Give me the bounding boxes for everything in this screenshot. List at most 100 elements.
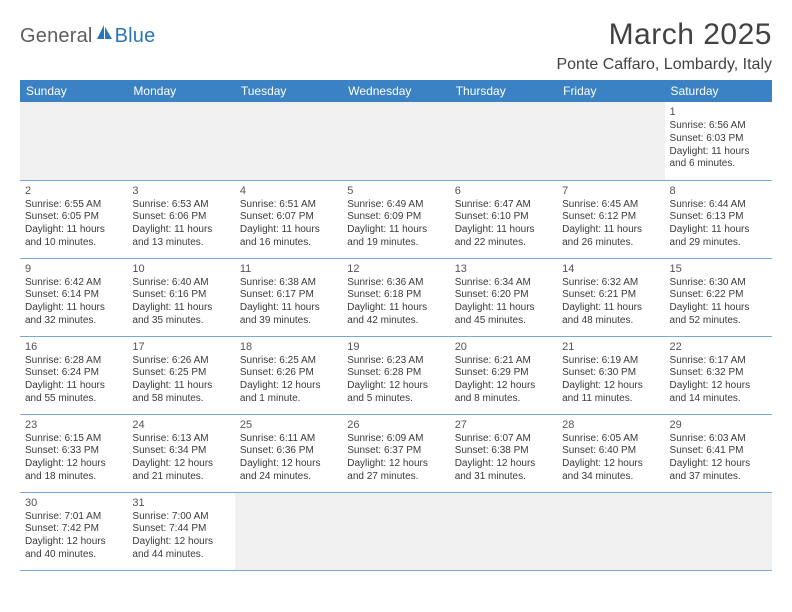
- logo-text-blue: Blue: [115, 25, 156, 48]
- day-detail-line: Sunrise: 6:28 AM: [25, 355, 122, 368]
- day-detail-line: and 19 minutes.: [347, 237, 444, 250]
- calendar-cell: 15Sunrise: 6:30 AMSunset: 6:22 PMDayligh…: [665, 258, 772, 336]
- calendar-cell: 14Sunrise: 6:32 AMSunset: 6:21 PMDayligh…: [557, 258, 664, 336]
- day-detail-line: Daylight: 12 hours: [240, 458, 337, 471]
- day-number: 6: [455, 184, 552, 198]
- day-number: 28: [562, 418, 659, 432]
- day-detail-line: Sunrise: 6:34 AM: [455, 277, 552, 290]
- day-detail-line: Sunset: 6:41 PM: [670, 445, 767, 458]
- calendar-cell: [450, 492, 557, 570]
- calendar-cell: 8Sunrise: 6:44 AMSunset: 6:13 PMDaylight…: [665, 180, 772, 258]
- day-detail-line: Sunset: 6:09 PM: [347, 211, 444, 224]
- day-detail-line: Sunrise: 6:53 AM: [132, 199, 229, 212]
- dayname-header: Tuesday: [235, 80, 342, 102]
- day-detail-line: Daylight: 11 hours: [562, 302, 659, 315]
- day-number: 5: [347, 184, 444, 198]
- calendar-cell: 6Sunrise: 6:47 AMSunset: 6:10 PMDaylight…: [450, 180, 557, 258]
- day-detail-line: Sunset: 6:05 PM: [25, 211, 122, 224]
- calendar-cell: 22Sunrise: 6:17 AMSunset: 6:32 PMDayligh…: [665, 336, 772, 414]
- day-detail-line: and 40 minutes.: [25, 549, 122, 562]
- day-detail-line: Daylight: 11 hours: [25, 302, 122, 315]
- day-detail-line: Daylight: 12 hours: [132, 458, 229, 471]
- logo: General Blue: [20, 18, 155, 49]
- day-detail-line: Sunrise: 6:17 AM: [670, 355, 767, 368]
- day-detail-line: Sunset: 6:29 PM: [455, 367, 552, 380]
- sail-icon: [94, 24, 114, 47]
- day-detail-line: and 48 minutes.: [562, 315, 659, 328]
- day-detail-line: Sunset: 6:03 PM: [670, 133, 767, 146]
- day-detail-line: Sunrise: 6:26 AM: [132, 355, 229, 368]
- calendar-week-row: 16Sunrise: 6:28 AMSunset: 6:24 PMDayligh…: [20, 336, 772, 414]
- calendar-cell: 11Sunrise: 6:38 AMSunset: 6:17 PMDayligh…: [235, 258, 342, 336]
- day-detail-line: Sunrise: 6:44 AM: [670, 199, 767, 212]
- dayname-header: Wednesday: [342, 80, 449, 102]
- day-detail-line: Sunrise: 6:15 AM: [25, 433, 122, 446]
- day-number: 9: [25, 262, 122, 276]
- calendar-cell: 13Sunrise: 6:34 AMSunset: 6:20 PMDayligh…: [450, 258, 557, 336]
- day-detail-line: Daylight: 12 hours: [132, 536, 229, 549]
- day-number: 27: [455, 418, 552, 432]
- day-detail-line: Sunset: 6:18 PM: [347, 289, 444, 302]
- day-detail-line: and 18 minutes.: [25, 471, 122, 484]
- day-number: 20: [455, 340, 552, 354]
- day-detail-line: and 44 minutes.: [132, 549, 229, 562]
- day-detail-line: Sunrise: 6:55 AM: [25, 199, 122, 212]
- location: Ponte Caffaro, Lombardy, Italy: [556, 56, 772, 74]
- day-detail-line: Sunrise: 6:56 AM: [670, 120, 767, 133]
- day-detail-line: Sunset: 6:28 PM: [347, 367, 444, 380]
- day-detail-line: Daylight: 11 hours: [25, 224, 122, 237]
- calendar-cell: 10Sunrise: 6:40 AMSunset: 6:16 PMDayligh…: [127, 258, 234, 336]
- calendar-cell: [557, 492, 664, 570]
- day-detail-line: and 39 minutes.: [240, 315, 337, 328]
- day-detail-line: Daylight: 12 hours: [240, 380, 337, 393]
- calendar-cell: 12Sunrise: 6:36 AMSunset: 6:18 PMDayligh…: [342, 258, 449, 336]
- day-detail-line: Sunrise: 6:32 AM: [562, 277, 659, 290]
- day-detail-line: and 37 minutes.: [670, 471, 767, 484]
- day-detail-line: Daylight: 11 hours: [132, 302, 229, 315]
- calendar-cell: 27Sunrise: 6:07 AMSunset: 6:38 PMDayligh…: [450, 414, 557, 492]
- day-detail-line: Daylight: 12 hours: [347, 458, 444, 471]
- day-detail-line: Daylight: 11 hours: [562, 224, 659, 237]
- day-detail-line: Sunrise: 7:01 AM: [25, 511, 122, 524]
- day-detail-line: Sunset: 6:32 PM: [670, 367, 767, 380]
- day-detail-line: Sunset: 6:30 PM: [562, 367, 659, 380]
- day-detail-line: Daylight: 12 hours: [25, 536, 122, 549]
- day-detail-line: Sunrise: 7:00 AM: [132, 511, 229, 524]
- day-number: 2: [25, 184, 122, 198]
- calendar-cell: 25Sunrise: 6:11 AMSunset: 6:36 PMDayligh…: [235, 414, 342, 492]
- day-number: 16: [25, 340, 122, 354]
- day-detail-line: Daylight: 11 hours: [455, 302, 552, 315]
- day-number: 24: [132, 418, 229, 432]
- day-detail-line: Sunrise: 6:09 AM: [347, 433, 444, 446]
- day-detail-line: and 45 minutes.: [455, 315, 552, 328]
- day-detail-line: Sunset: 6:22 PM: [670, 289, 767, 302]
- day-detail-line: and 55 minutes.: [25, 393, 122, 406]
- day-number: 3: [132, 184, 229, 198]
- calendar-cell: 7Sunrise: 6:45 AMSunset: 6:12 PMDaylight…: [557, 180, 664, 258]
- day-detail-line: Sunset: 6:07 PM: [240, 211, 337, 224]
- day-detail-line: Sunrise: 6:30 AM: [670, 277, 767, 290]
- calendar-week-row: 2Sunrise: 6:55 AMSunset: 6:05 PMDaylight…: [20, 180, 772, 258]
- day-detail-line: Daylight: 12 hours: [25, 458, 122, 471]
- day-detail-line: Sunset: 7:42 PM: [25, 523, 122, 536]
- day-detail-line: Sunrise: 6:36 AM: [347, 277, 444, 290]
- day-detail-line: Sunset: 6:21 PM: [562, 289, 659, 302]
- day-detail-line: Daylight: 11 hours: [240, 224, 337, 237]
- day-detail-line: Sunset: 6:34 PM: [132, 445, 229, 458]
- day-detail-line: Sunrise: 6:05 AM: [562, 433, 659, 446]
- day-detail-line: and 35 minutes.: [132, 315, 229, 328]
- day-number: 10: [132, 262, 229, 276]
- day-number: 18: [240, 340, 337, 354]
- calendar-cell: 17Sunrise: 6:26 AMSunset: 6:25 PMDayligh…: [127, 336, 234, 414]
- calendar-cell: [127, 102, 234, 180]
- day-detail-line: and 6 minutes.: [670, 158, 767, 171]
- day-detail-line: and 1 minute.: [240, 393, 337, 406]
- day-detail-line: Sunrise: 6:40 AM: [132, 277, 229, 290]
- day-detail-line: Daylight: 11 hours: [240, 302, 337, 315]
- title-block: March 2025 Ponte Caffaro, Lombardy, Ital…: [556, 18, 772, 74]
- day-detail-line: and 21 minutes.: [132, 471, 229, 484]
- day-detail-line: and 27 minutes.: [347, 471, 444, 484]
- calendar-header-row: SundayMondayTuesdayWednesdayThursdayFrid…: [20, 80, 772, 102]
- day-detail-line: Sunrise: 6:49 AM: [347, 199, 444, 212]
- day-detail-line: and 31 minutes.: [455, 471, 552, 484]
